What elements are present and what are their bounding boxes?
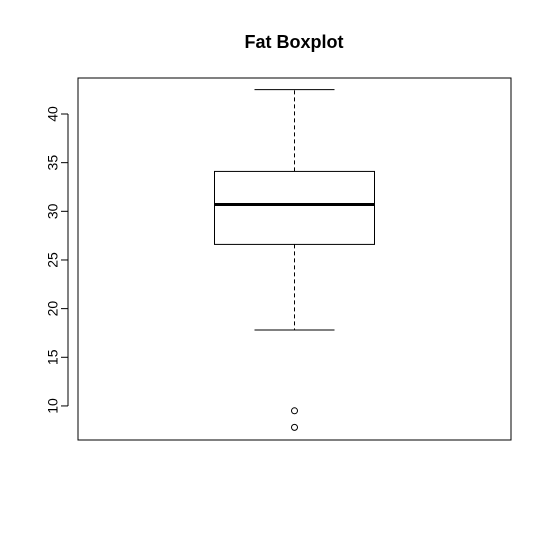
- outlier-point-0: [291, 407, 298, 415]
- y-tick-label-20: 20: [45, 301, 61, 317]
- y-tick-label-15: 15: [45, 349, 61, 365]
- y-tick-label-40: 40: [45, 106, 61, 122]
- boxplot-0: [214, 89, 375, 431]
- plot-frame: [77, 77, 512, 441]
- iqr-box: [214, 170, 375, 245]
- y-tick-label-25: 25: [45, 252, 61, 268]
- y-tick-label-10: 10: [45, 398, 61, 414]
- y-axis: 10 15 20 25 30 35 40: [45, 106, 69, 414]
- y-tick-label-35: 35: [45, 155, 61, 171]
- chart-title: Fat Boxplot: [245, 32, 344, 52]
- boxplot-layer: [214, 89, 375, 431]
- outlier-point-1: [291, 423, 298, 431]
- y-tick-label-30: 30: [45, 203, 61, 219]
